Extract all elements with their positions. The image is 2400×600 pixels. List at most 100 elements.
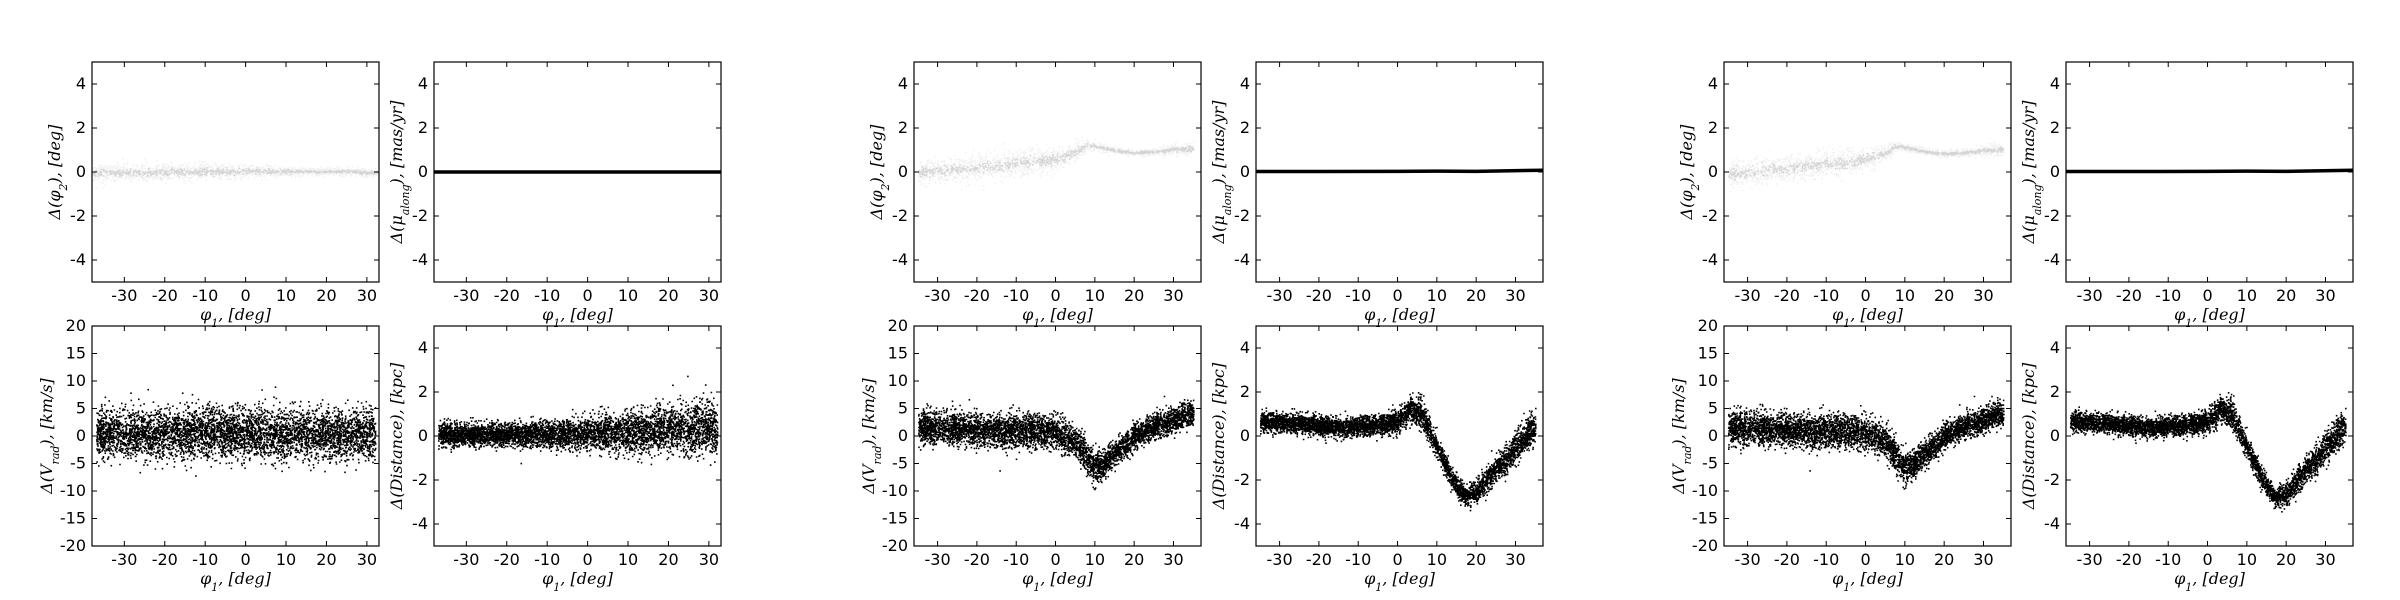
y-tick-label: -2 <box>892 206 908 225</box>
y-tick-label: -2 <box>412 206 428 225</box>
y-tick-label: 15 <box>888 344 908 363</box>
x-tick-label: 20 <box>1934 550 1954 569</box>
x-tick-label: -30 <box>1735 550 1761 569</box>
y-tick-label: 0 <box>76 426 86 445</box>
y-axis-label: Δ(Vrad), [km/s] <box>1669 377 1694 494</box>
x-tick-label: -20 <box>494 286 520 305</box>
y-tick-label: 20 <box>66 316 86 335</box>
x-tick-label: 20 <box>2276 550 2296 569</box>
x-tick-label: -10 <box>1813 550 1839 569</box>
y-tick-label: -2 <box>412 470 428 489</box>
x-tick-label: 0 <box>1392 550 1402 569</box>
y-tick-label: -2 <box>2044 470 2060 489</box>
y-axis-label: Δ(φ2), [deg] <box>45 124 70 221</box>
x-tick-label: -20 <box>494 550 520 569</box>
y-tick-label: -2 <box>1234 470 1250 489</box>
y-tick-label: 4 <box>1240 74 1250 93</box>
x-tick-label: -20 <box>1306 286 1332 305</box>
scatter-points <box>1259 392 1537 512</box>
y-tick-label: -15 <box>60 509 86 528</box>
y-tick-label: -4 <box>412 514 428 533</box>
x-tick-label: -20 <box>964 550 990 569</box>
x-tick-label: -30 <box>1267 550 1293 569</box>
x-tick-label: -10 <box>2155 550 2181 569</box>
x-tick-label: 0 <box>1860 286 1870 305</box>
y-tick-label: -20 <box>882 536 908 555</box>
x-axis-label: φ1, [deg] <box>2174 305 2246 330</box>
x-tick-label: 30 <box>2315 286 2335 305</box>
y-tick-label: -5 <box>892 454 908 473</box>
y-tick-label: 0 <box>1240 162 1250 181</box>
series-p11 <box>1727 395 2005 490</box>
y-tick-label: 4 <box>2050 74 2060 93</box>
x-tick-label: 30 <box>1505 550 1525 569</box>
x-tick-label: 0 <box>2202 286 2212 305</box>
y-tick-label: 2 <box>2050 118 2060 137</box>
y-tick-label: -15 <box>1692 509 1718 528</box>
x-tick-label: 0 <box>241 286 251 305</box>
y-tick-label: 4 <box>76 74 86 93</box>
x-tick-label: -30 <box>453 286 479 305</box>
y-tick-label: 2 <box>418 382 428 401</box>
y-tick-label: -10 <box>882 481 908 500</box>
panel-p3: -30 -20 -10 0 10 20 30 -20 -15 -10 -5 0 5 10 15 20 φ1, [… <box>37 316 380 594</box>
x-tick-label: -10 <box>2155 286 2181 305</box>
series-p10 <box>2066 168 2353 174</box>
x-axis-label: φ1, [deg] <box>1832 569 1904 594</box>
x-tick-label: 30 <box>1505 286 1525 305</box>
series-p12 <box>2069 392 2347 513</box>
y-tick-label: 15 <box>1698 344 1718 363</box>
y-tick-label: 20 <box>888 316 908 335</box>
x-tick-label: 10 <box>1085 286 1105 305</box>
y-tick-label: 0 <box>418 162 428 181</box>
x-tick-label: 30 <box>1973 550 1993 569</box>
series-p7 <box>918 395 1195 491</box>
y-axis-label: Δ(Vrad), [km/s] <box>859 377 884 494</box>
series-p9 <box>1728 141 2005 193</box>
y-tick-label: 5 <box>1708 399 1718 418</box>
x-tick-label: -10 <box>192 286 218 305</box>
y-tick-label: 2 <box>1240 118 1250 137</box>
x-tick-label: -20 <box>1774 286 1800 305</box>
x-tick-label: 10 <box>1427 286 1447 305</box>
x-tick-label: 10 <box>618 286 638 305</box>
x-tick-label: 20 <box>316 286 336 305</box>
scatter-points <box>918 136 1195 191</box>
x-tick-label: -30 <box>1735 286 1761 305</box>
y-tick-label: 10 <box>1698 371 1718 390</box>
y-tick-label: 5 <box>898 399 908 418</box>
y-tick-label: -4 <box>1702 250 1718 269</box>
x-tick-label: -30 <box>111 550 137 569</box>
x-tick-label: -30 <box>111 286 137 305</box>
series-p1 <box>92 158 379 189</box>
y-tick-label: -4 <box>892 250 908 269</box>
x-tick-label: -10 <box>534 550 560 569</box>
panel-p11: -30 -20 -10 0 10 20 30 -20 -15 -10 -5 0 5 10 15 20 φ1, [… <box>1669 316 2012 594</box>
y-tick-label: -4 <box>70 250 86 269</box>
y-tick-label: -5 <box>1702 454 1718 473</box>
series-p8 <box>1259 392 1537 512</box>
series-p6 <box>1256 168 1543 174</box>
y-axis-label: Δ(Distance), [kpc] <box>387 362 406 510</box>
y-tick-label: 2 <box>76 118 86 137</box>
x-tick-label: 0 <box>2202 550 2212 569</box>
y-tick-label: -2 <box>1702 206 1718 225</box>
scatter-points <box>92 158 379 189</box>
x-axis-label: φ1, [deg] <box>542 305 614 330</box>
x-tick-label: 10 <box>276 286 296 305</box>
panel-p7: -30 -20 -10 0 10 20 30 -20 -15 -10 -5 0 5 10 15 20 φ1, [… <box>859 316 1202 594</box>
x-axis-label: φ1, [deg] <box>200 569 272 594</box>
x-tick-label: 30 <box>1163 550 1183 569</box>
x-tick-label: 20 <box>1934 286 1954 305</box>
y-tick-label: 0 <box>418 426 428 445</box>
x-axis-label: φ1, [deg] <box>1022 569 1094 594</box>
y-tick-label: -4 <box>2044 250 2060 269</box>
x-tick-label: 30 <box>1973 286 1993 305</box>
y-tick-label: -4 <box>412 250 428 269</box>
y-axis-label: Δ(μalong), [mas/yr] <box>2019 100 2044 245</box>
x-tick-label: 10 <box>2237 550 2257 569</box>
x-tick-label: -30 <box>925 286 951 305</box>
